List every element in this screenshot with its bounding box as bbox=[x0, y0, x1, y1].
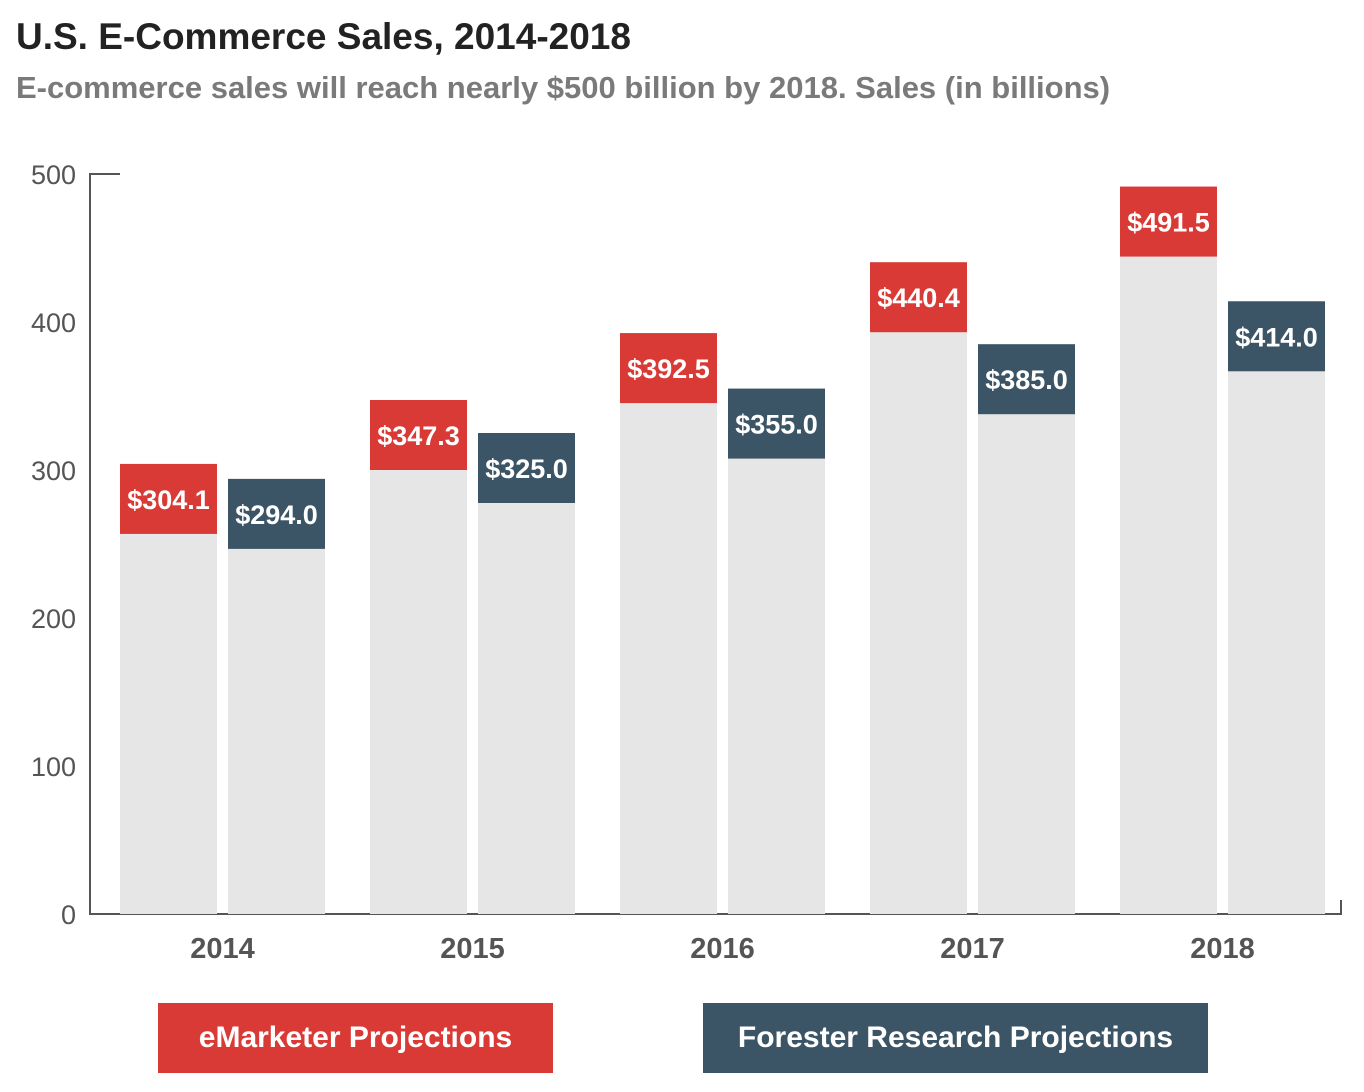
legend-emarketer: eMarketer Projections bbox=[158, 1003, 553, 1073]
x-tick-label-2015: 2015 bbox=[440, 933, 505, 965]
data-label-emarketer-2016: $392.5 bbox=[627, 354, 710, 384]
bar-cap-emarketer-2016 bbox=[620, 333, 717, 404]
legend-forester: Forester Research Projections bbox=[703, 1003, 1208, 1073]
x-tick-label-2017: 2017 bbox=[940, 933, 1005, 965]
bar-forester-2015 bbox=[478, 433, 575, 914]
data-label-forester-2018: $414.0 bbox=[1235, 322, 1318, 352]
bar-emarketer-2016 bbox=[620, 333, 717, 915]
bar-forester-2014 bbox=[228, 478, 325, 914]
bar-emarketer-2014 bbox=[120, 463, 217, 914]
bar-cap-forester-2018 bbox=[1228, 301, 1325, 372]
bar-emarketer-2018 bbox=[1120, 186, 1217, 914]
bar-cap-emarketer-2014 bbox=[120, 463, 217, 534]
x-tick-label-2014: 2014 bbox=[190, 933, 255, 965]
bar-forester-2018 bbox=[1228, 301, 1325, 914]
bar-emarketer-2015 bbox=[370, 399, 467, 915]
data-label-emarketer-2017: $440.4 bbox=[877, 283, 960, 313]
x-tick-label-2016: 2016 bbox=[690, 933, 755, 965]
bar-cap-forester-2015 bbox=[478, 433, 575, 503]
bar-forester-2017 bbox=[978, 344, 1075, 914]
y-tick-label: 400 bbox=[31, 308, 76, 338]
data-label-forester-2014: $294.0 bbox=[235, 500, 318, 530]
bar-cap-forester-2014 bbox=[228, 478, 325, 549]
bar-cap-forester-2016 bbox=[728, 388, 825, 459]
bar-cap-emarketer-2017 bbox=[870, 262, 967, 333]
data-label-forester-2017: $385.0 bbox=[985, 365, 1068, 395]
bar-cap-forester-2017 bbox=[978, 344, 1075, 415]
data-label-emarketer-2018: $491.5 bbox=[1127, 208, 1210, 238]
data-label-emarketer-2015: $347.3 bbox=[377, 421, 460, 451]
data-label-forester-2015: $325.0 bbox=[485, 454, 568, 484]
bar-emarketer-2017 bbox=[870, 262, 967, 914]
x-tick-label-2018: 2018 bbox=[1190, 933, 1255, 965]
data-label-forester-2016: $355.0 bbox=[735, 410, 818, 440]
legend-emarketer-label: eMarketer Projections bbox=[198, 1021, 513, 1054]
legend-forester-label: Forester Research Projections bbox=[737, 1021, 1174, 1054]
bar-forester-2016 bbox=[728, 388, 825, 915]
y-tick-label: 500 bbox=[31, 160, 76, 190]
bars-layer: $304.1 $294.0 2014 $347.3 $325.0 2015 $392.5 $3… bbox=[120, 186, 1325, 965]
y-tick-label: 0 bbox=[61, 900, 76, 930]
chart-title: U.S. E-Commerce Sales, 2014-2018 bbox=[16, 16, 631, 57]
chart-subtitle: E-commerce sales will reach nearly $500 … bbox=[16, 70, 1111, 105]
y-tick-label: 100 bbox=[31, 752, 76, 782]
y-tick-label: 200 bbox=[31, 604, 76, 634]
data-label-emarketer-2014: $304.1 bbox=[127, 485, 210, 515]
y-tick-label: 300 bbox=[31, 456, 76, 486]
bar-cap-emarketer-2015 bbox=[370, 399, 467, 470]
bar-cap-emarketer-2018 bbox=[1120, 186, 1217, 257]
